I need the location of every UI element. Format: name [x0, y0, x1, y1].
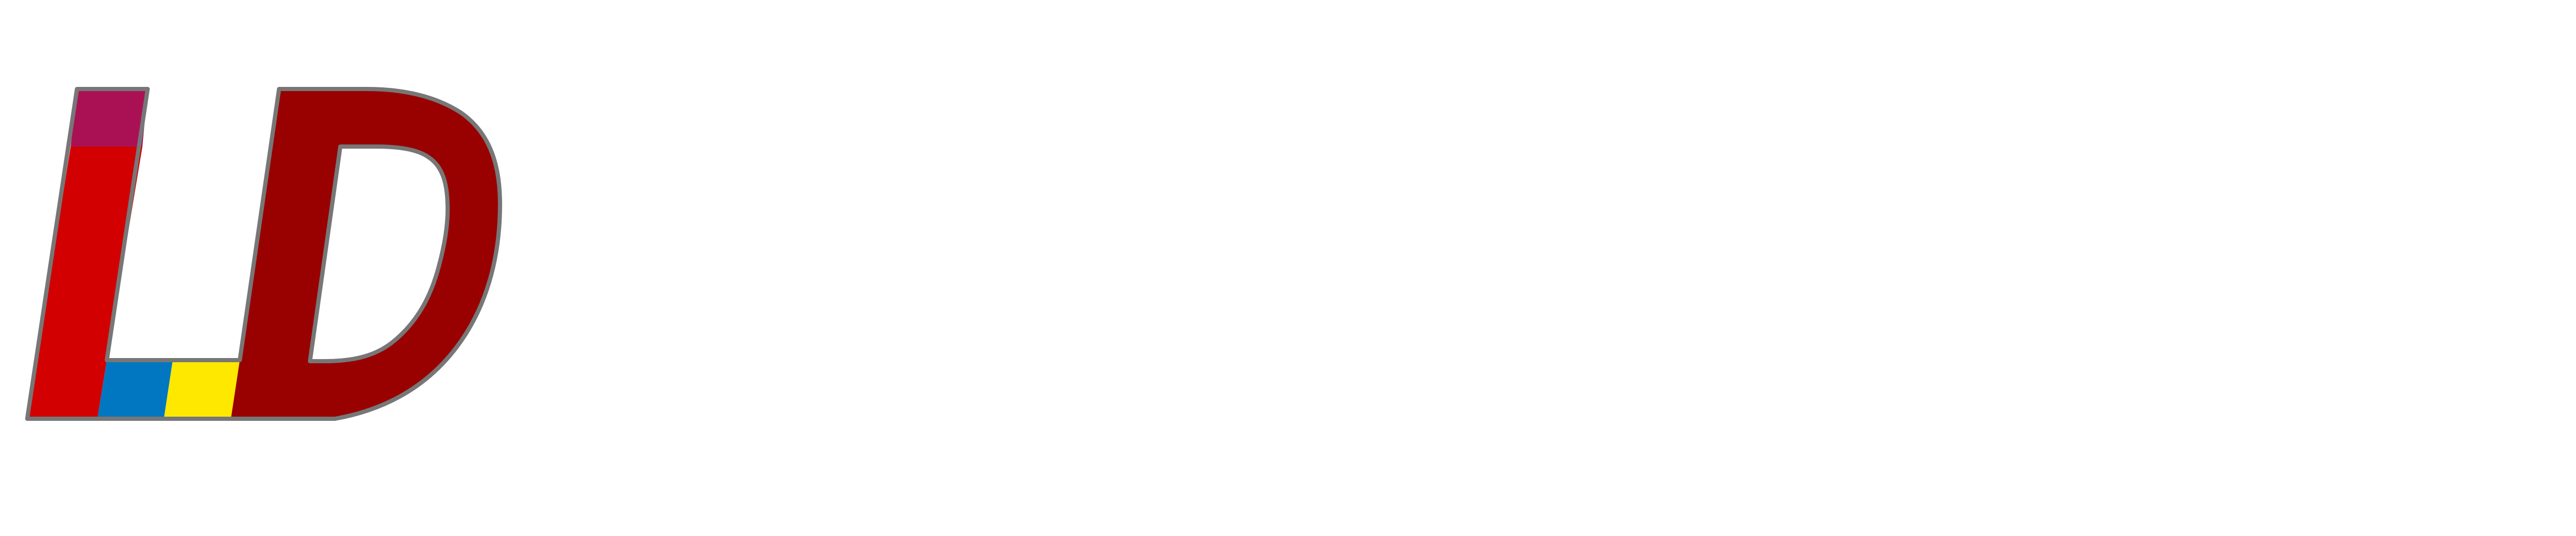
l-top-segment [71, 89, 148, 147]
l-stem-segment [27, 147, 142, 419]
ld-logo [25, 87, 502, 421]
l-base-yellow [164, 360, 240, 419]
logo-outline [25, 87, 502, 421]
l-base-blue [97, 360, 173, 419]
d-letter [231, 89, 500, 419]
d-counter-outline [308, 144, 450, 363]
